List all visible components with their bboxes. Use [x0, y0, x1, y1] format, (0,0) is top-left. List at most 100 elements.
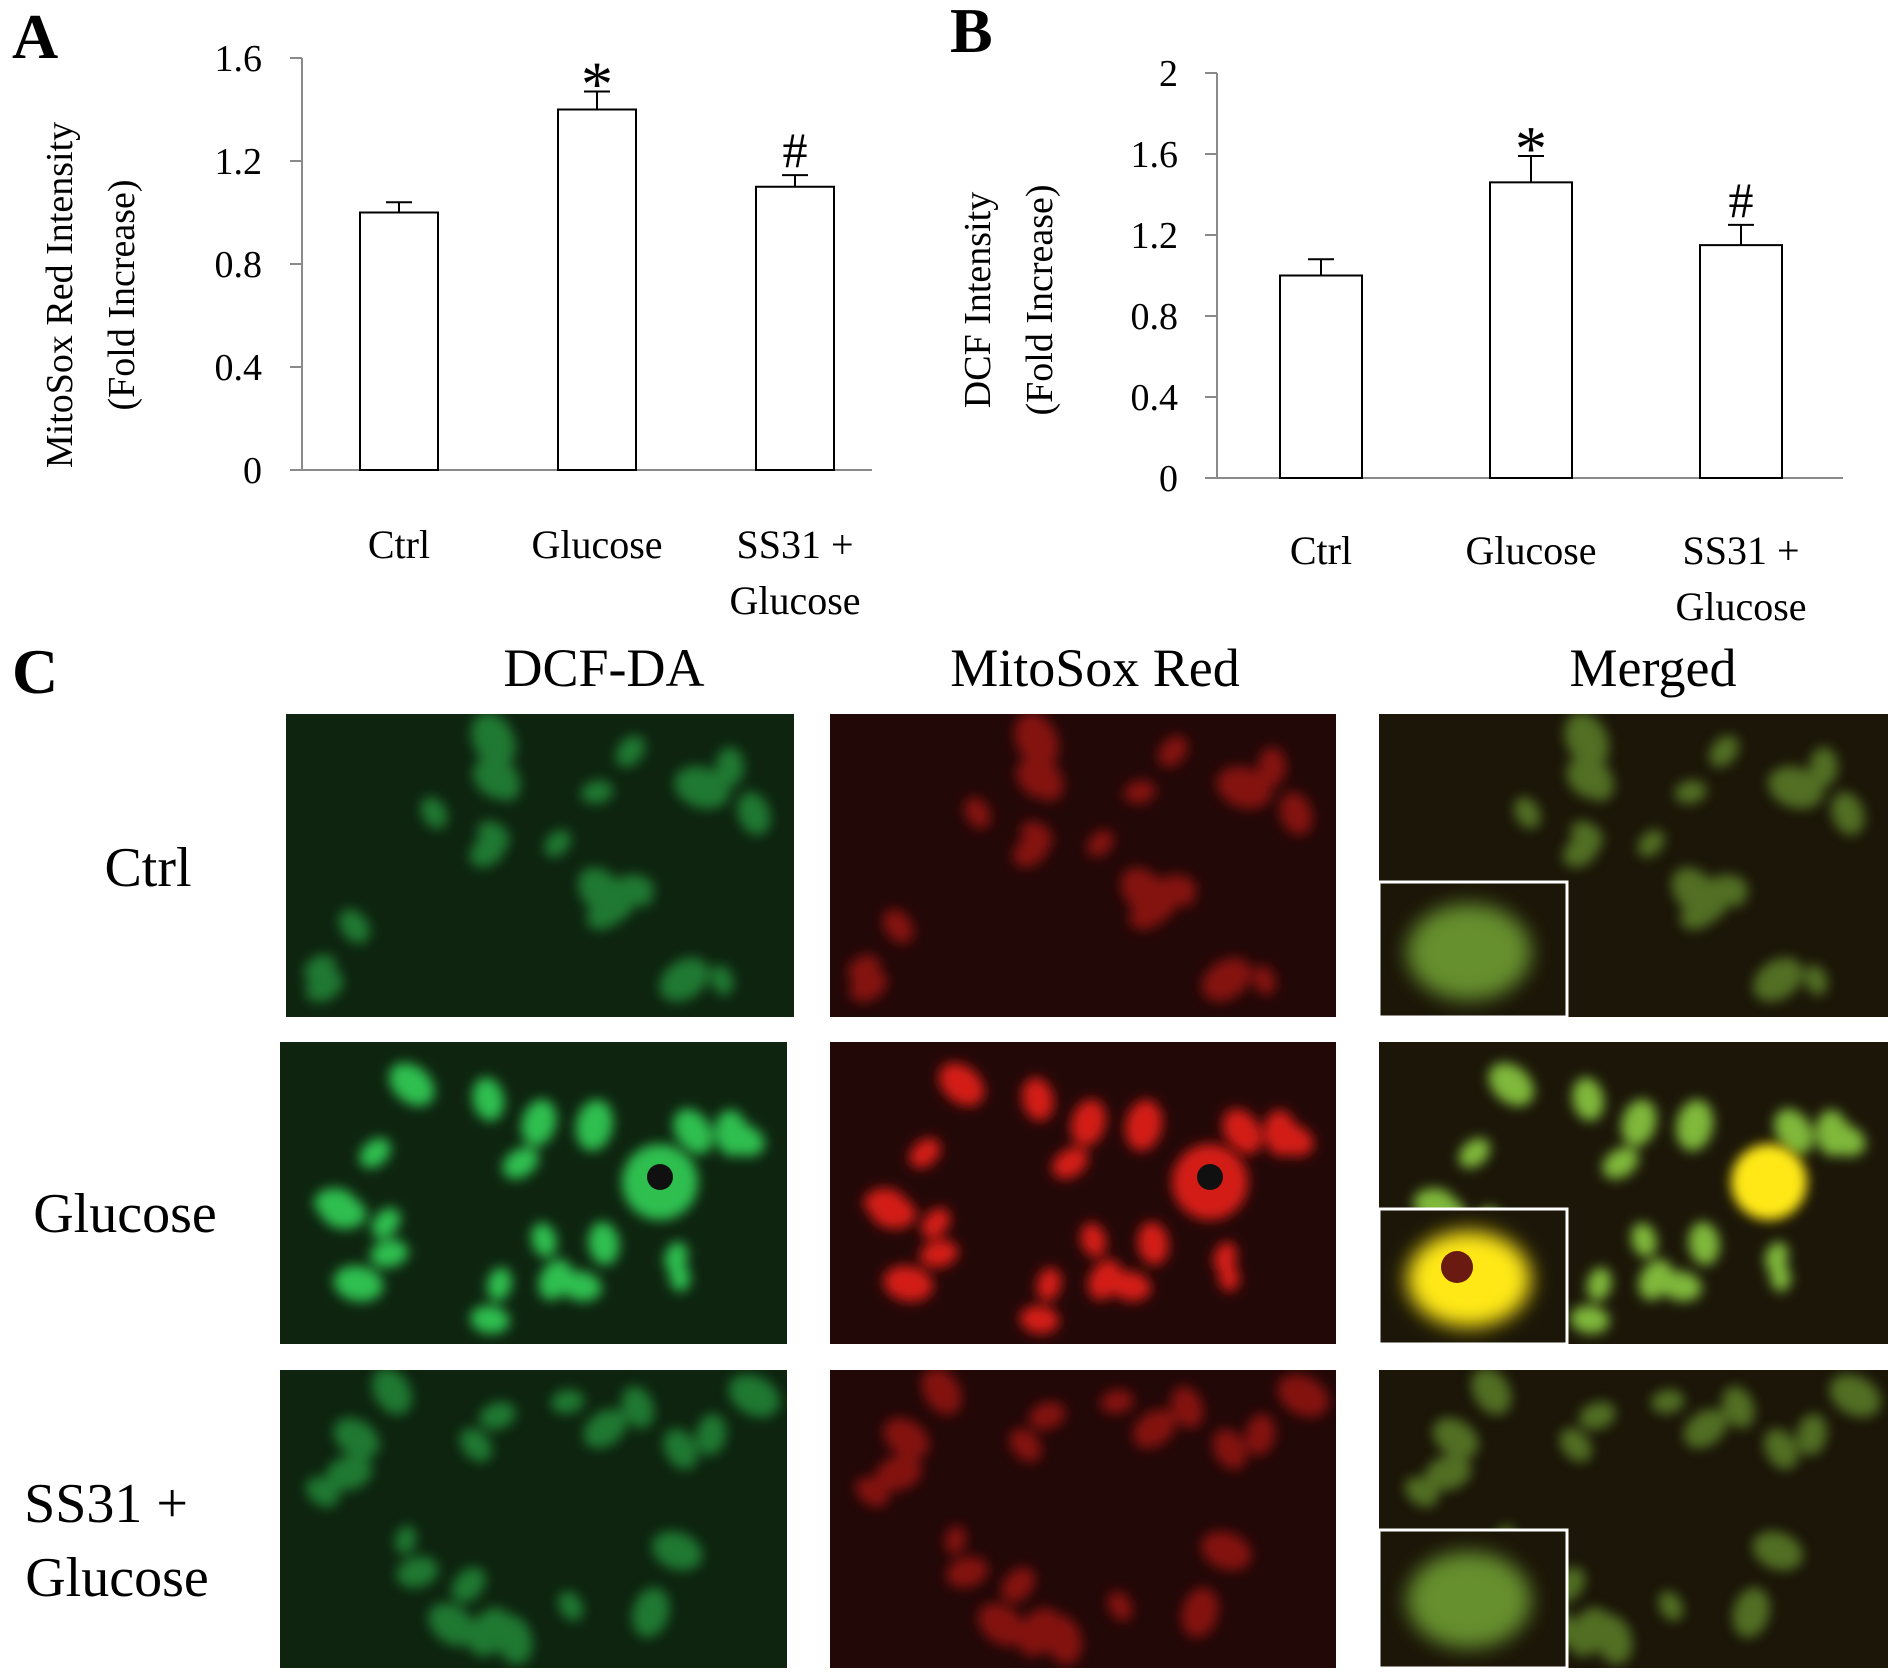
- chart-a-y-tick-label: 0.8: [215, 244, 263, 286]
- micrograph-grid: [280, 714, 1888, 1668]
- cell: [1087, 829, 1114, 857]
- cell: [1586, 1267, 1612, 1301]
- cell: [479, 1401, 516, 1430]
- ring-cell-nucleus: [647, 1164, 673, 1190]
- cell: [737, 792, 771, 836]
- column-header-dcf-da: DCF-DA: [503, 638, 704, 698]
- chart-a-y-tick-label: 0: [243, 450, 262, 492]
- cell: [1279, 792, 1313, 836]
- cell: [1432, 1417, 1479, 1459]
- cell: [1683, 1409, 1727, 1449]
- cell: [1028, 1401, 1066, 1430]
- cell: [320, 1195, 367, 1229]
- chart-a-significance-mark: #: [783, 122, 808, 178]
- chart-a-y-tick-label: 1.6: [215, 38, 263, 80]
- cell: [1514, 797, 1541, 829]
- cell: [460, 1428, 493, 1462]
- cell: [883, 1265, 934, 1302]
- row-label-glucose: Glucose: [33, 1183, 217, 1245]
- cell: [1732, 1587, 1770, 1638]
- cell: [882, 909, 914, 944]
- cell: [1100, 1389, 1134, 1414]
- cell: [1028, 758, 1064, 801]
- chart-b-category-label: SS31 +: [1682, 528, 1799, 573]
- chart-a-bar: [359, 211, 439, 471]
- inset-border: [1379, 1528, 1569, 1668]
- micrograph-ctrl-dcf-da: [286, 714, 794, 1017]
- chart-b-category-label: Ctrl: [1290, 528, 1352, 573]
- cell: [485, 758, 521, 801]
- cell: [1488, 1062, 1534, 1106]
- chart-a-y-tick-label: 0.4: [215, 347, 263, 389]
- chart-b-y-tick-label: 1.2: [1131, 215, 1179, 257]
- row-label-ss31-line1: SS31 +: [24, 1473, 188, 1535]
- cell: [1674, 780, 1707, 804]
- cell: [1424, 1455, 1472, 1491]
- cell: [1578, 758, 1614, 801]
- cell: [1123, 780, 1156, 804]
- cell: [451, 1567, 486, 1603]
- cell: [870, 1195, 917, 1229]
- cell: [875, 1455, 923, 1491]
- cell: [1009, 1428, 1042, 1462]
- cell: [1631, 1222, 1657, 1258]
- chart-b-y-tick-label: 0.8: [1131, 296, 1179, 338]
- cell: [1676, 1099, 1714, 1151]
- cell: [471, 714, 516, 768]
- cell: [1258, 747, 1287, 787]
- cell-cluster: [314, 1062, 765, 1334]
- cell: [538, 1259, 573, 1300]
- cell: [849, 969, 888, 1002]
- cell: [1201, 1531, 1252, 1571]
- cell: [1570, 821, 1604, 850]
- cell: [1088, 1259, 1122, 1300]
- cell: [339, 909, 370, 944]
- chart-a-y-tick-label: 1.2: [215, 141, 263, 183]
- cell: [632, 1587, 670, 1638]
- cell: [305, 969, 344, 1002]
- cell: [1721, 1386, 1755, 1429]
- micrograph-ctrl-mitosox-red: [830, 714, 1336, 1017]
- cell: [1752, 1531, 1803, 1571]
- cell: [1137, 1221, 1169, 1266]
- inset-cell-nucleus: [1441, 1251, 1473, 1283]
- cell: [883, 1417, 930, 1459]
- cell: [311, 1479, 340, 1502]
- cell: [715, 747, 744, 787]
- cell: [1471, 1370, 1512, 1415]
- cell: [428, 1603, 476, 1647]
- cell: [946, 1556, 989, 1588]
- cell: [1764, 1428, 1799, 1470]
- cell: [581, 780, 614, 804]
- cell: [1829, 1374, 1881, 1418]
- cell: [1020, 821, 1053, 850]
- inset-cell: [1407, 1552, 1531, 1648]
- cell: [615, 735, 646, 768]
- chart-a-labels: 0 0.4 0.8 1.2 1.6 MitoSox Red Intensity (Fold …: [39, 38, 861, 623]
- cell: [1579, 1401, 1616, 1430]
- cell: [333, 1265, 384, 1302]
- cell-cluster: [847, 714, 1313, 1002]
- cell: [1764, 1241, 1789, 1273]
- micrograph-ss31-glucose-merged: [1379, 1370, 1888, 1668]
- cell: [1272, 1123, 1314, 1157]
- cell: [664, 1241, 688, 1273]
- cell: [531, 1222, 557, 1258]
- chart-a-bar: [755, 185, 835, 471]
- cell: [674, 766, 730, 809]
- chart-b-y-tick-label: 0: [1159, 458, 1178, 500]
- panel-b-letter: B: [950, 0, 993, 66]
- cell: [1080, 1222, 1107, 1258]
- cell: [1036, 1267, 1062, 1301]
- cell: [1559, 1428, 1592, 1462]
- cell: [1212, 1428, 1247, 1470]
- chart-a-category-label: Ctrl: [368, 522, 430, 567]
- micrograph-glucose-mitosox-red: [830, 1042, 1336, 1344]
- cell: [1572, 1077, 1604, 1121]
- chart-b-bars: [1279, 155, 1783, 479]
- cell: [1658, 1591, 1684, 1621]
- chart-b-significance-mark: *: [1515, 113, 1547, 184]
- cell-cluster: [855, 1370, 1329, 1665]
- column-header-merged: Merged: [1570, 638, 1737, 698]
- cell: [575, 1099, 614, 1151]
